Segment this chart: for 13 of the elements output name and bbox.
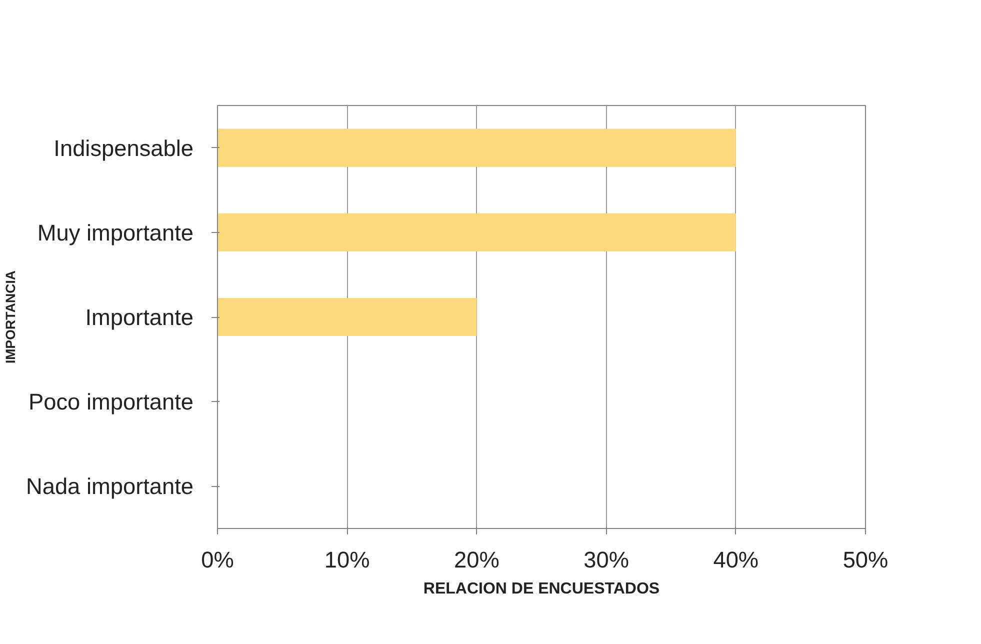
y-tick-label: Indispensable <box>54 134 194 161</box>
x-tick-label: 40% <box>713 546 759 572</box>
y-tick-label: Nada importante <box>26 473 194 500</box>
y-tick-label: Poco importante <box>28 388 194 415</box>
x-tick-label: 30% <box>584 546 629 572</box>
x-tick-label: 20% <box>454 546 500 572</box>
x-tick-label: 50% <box>842 546 888 572</box>
x-tick-label: 0% <box>201 546 234 572</box>
x-axis-title: RELACION DE ENCUESTADOS <box>423 580 660 598</box>
y-axis-title: IMPORTANCIA <box>3 270 18 364</box>
x-tick-label: 10% <box>324 546 370 572</box>
y-tick-label: Importante <box>85 304 194 330</box>
y-tick-label: Muy importante <box>37 219 194 246</box>
